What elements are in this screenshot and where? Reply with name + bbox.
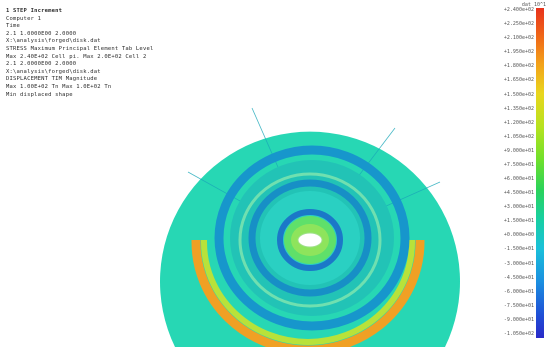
legend-tick-label: +2.100e+02 [503, 35, 534, 42]
inner-blue-ring [277, 209, 343, 271]
legend-tick-label: -1.500e+01 [503, 246, 534, 253]
info-line: 2.1 2.0000E00 2.0000 [6, 61, 77, 68]
info-line: Time [6, 23, 21, 30]
outer-blue-ring [214, 145, 410, 331]
legend-tick-label: +3.000e+01 [503, 204, 534, 211]
legend-tick-label: +1.200e+02 [503, 119, 534, 126]
legend-tick-label: +1.500e+01 [503, 218, 534, 225]
disk-model [160, 107, 460, 347]
legend-tick-label: +2.400e+02 [503, 7, 534, 13]
legend-tick-label: +1.800e+02 [503, 63, 534, 70]
legend-tick-label: -6.000e+01 [503, 288, 534, 295]
info-line: X:\analysis\forged\disk.dat [6, 68, 101, 75]
legend-tick-label: +2.250e+02 [503, 21, 534, 28]
legend-tick-label: +4.500e+01 [503, 190, 534, 197]
legend-colorbar [536, 8, 544, 338]
legend-tick-label: +6.000e+01 [503, 176, 534, 183]
info-line: Max 1.00E+02 Tn Max 1.0E+02 Tn [6, 83, 112, 90]
legend-tick-label: +7.500e+01 [503, 161, 534, 168]
info-line: Max 2.40E+02 Cell pi. Max 2.0E+02 Cell 2 [6, 53, 147, 60]
legend-tick-label: -7.500e+01 [503, 302, 534, 309]
info-line: Min displaced shape [6, 91, 73, 98]
color-legend: dat 10^1 +2.400e+02 +2.250e+02 +2.100e+02 +… [462, 0, 554, 347]
legend-tick-label: +1.650e+02 [503, 77, 534, 84]
legend-tick-label: +0.000e+00 [503, 232, 534, 239]
legend-tick-label: +1.500e+02 [503, 91, 534, 98]
info-line: Computer 1 [6, 15, 42, 22]
info-line: 1 STEP Increment [6, 8, 63, 14]
info-line: X:\analysis\forged\disk.dat [6, 38, 101, 45]
info-line: DISPLACEMENT TIM Magnitude [6, 76, 98, 83]
info-line: 2.1 1.0000E00 2.0000 [6, 30, 77, 37]
hot-band [191, 240, 425, 347]
legend-title: dat 10^1 [521, 2, 546, 8]
legend-tick-label: +1.050e+02 [503, 133, 534, 140]
legend-tick-label: -9.000e+01 [503, 316, 534, 323]
results-info-block: 1 STEP Increment Computer 1 Time 2.1 1.000… [6, 8, 266, 99]
middle-blue-ring [248, 179, 372, 297]
legend-tick-label: +1.350e+02 [503, 105, 534, 112]
legend-tick-label: -1.050e+02 [503, 331, 534, 337]
legend-tick-label: +9.000e+01 [503, 147, 534, 154]
contour-plot [160, 107, 460, 347]
legend-tick-labels: +2.400e+02 +2.250e+02 +2.100e+02 +1.950e+02… [462, 7, 534, 337]
legend-tick-label: -3.000e+01 [503, 260, 534, 267]
center-hole [297, 232, 323, 248]
info-line: STRESS Maximum Principal Element Tab Lev… [6, 45, 154, 52]
legend-tick-label: +1.950e+02 [503, 49, 534, 56]
legend-tick-label: -4.500e+01 [503, 274, 534, 281]
